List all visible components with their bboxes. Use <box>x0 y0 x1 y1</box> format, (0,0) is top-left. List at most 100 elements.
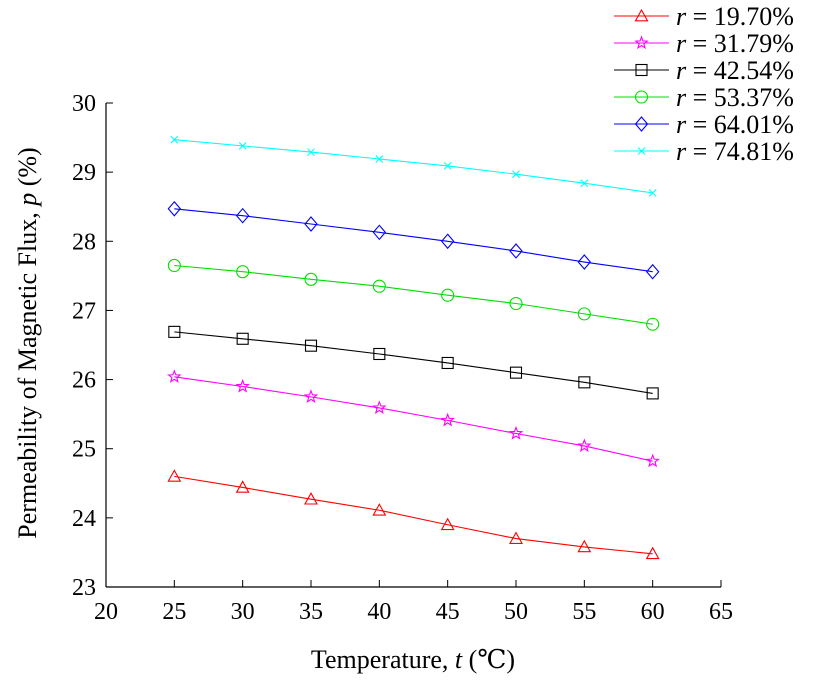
x-axis-ticks: 20 25 30 35 40 45 50 55 60 65 <box>94 580 733 625</box>
y-tick-label: 28 <box>72 229 96 255</box>
data-point <box>304 492 318 505</box>
legend-entry: r = 19.70% <box>614 2 794 31</box>
data-point <box>509 531 523 544</box>
legend-marker <box>634 90 649 104</box>
data-point <box>440 233 455 250</box>
data-point <box>372 503 387 516</box>
y-axis-title: Permeability of Magnetic Flux, p (%) <box>13 147 42 538</box>
data-point <box>440 517 455 531</box>
legend-label: r = 53.37% <box>676 83 794 112</box>
data-point <box>167 200 182 217</box>
legend-label: r = 31.79% <box>676 29 794 58</box>
data-point <box>167 369 182 383</box>
legend-entry: r = 42.54% <box>614 56 794 85</box>
legend-entry: r = 53.37% <box>614 83 794 112</box>
data-point <box>577 307 591 321</box>
series-2 <box>167 369 660 468</box>
data-point <box>578 376 591 389</box>
data-point <box>646 317 660 331</box>
data-point <box>440 412 455 427</box>
data-point <box>648 188 657 197</box>
series-line <box>174 376 653 462</box>
data-point <box>235 378 250 393</box>
y-tick-label: 29 <box>72 160 96 186</box>
legend-marker <box>637 147 646 155</box>
data-point <box>441 288 455 302</box>
series-line <box>174 208 653 273</box>
x-tick-label: 30 <box>231 599 255 625</box>
series-6 <box>170 135 657 197</box>
x-tick-label: 60 <box>641 599 665 625</box>
y-tick-label: 27 <box>72 298 96 324</box>
data-point <box>645 263 660 280</box>
data-point <box>304 339 318 352</box>
axes <box>105 103 721 588</box>
series-5 <box>167 200 660 280</box>
data-point <box>167 469 182 482</box>
series-line <box>174 139 653 194</box>
x-tick-label: 50 <box>504 599 528 625</box>
data-point <box>168 325 181 338</box>
data-point <box>372 224 387 241</box>
x-tick-label: 20 <box>94 599 118 625</box>
data-point <box>509 296 523 311</box>
data-point <box>509 366 523 379</box>
y-axis-ticks: 23 24 25 26 27 28 29 30 <box>72 91 113 601</box>
legend-entry: r = 31.79% <box>614 29 794 58</box>
y-tick-label: 24 <box>72 506 96 532</box>
data-point <box>235 207 250 224</box>
data-point <box>235 480 250 493</box>
series-line <box>174 331 653 394</box>
y-tick-label: 23 <box>72 575 96 601</box>
series-layer <box>167 135 660 560</box>
legend-entry: r = 64.01% <box>614 110 794 139</box>
x-tick-label: 40 <box>367 599 391 625</box>
legend-marker <box>635 63 648 77</box>
y-tick-label: 26 <box>72 368 96 394</box>
legend-marker <box>634 35 649 50</box>
series-4 <box>167 258 660 331</box>
series-1 <box>167 469 660 560</box>
data-point <box>170 135 179 144</box>
series-line <box>174 264 653 325</box>
data-point <box>372 400 387 415</box>
data-point <box>577 254 592 270</box>
data-point <box>441 356 454 370</box>
legend-label: r = 19.70% <box>676 2 794 31</box>
data-point <box>372 279 386 293</box>
data-point <box>508 425 524 440</box>
data-point <box>645 453 660 468</box>
y-tick-label: 30 <box>72 91 96 117</box>
legend: r = 19.70%r = 31.79%r = 42.54%r = 53.37%… <box>614 2 794 166</box>
data-point <box>303 389 319 403</box>
x-tick-label: 35 <box>299 599 323 625</box>
data-point <box>443 162 452 170</box>
data-point <box>238 141 247 150</box>
data-point <box>373 347 386 361</box>
data-point <box>646 387 659 400</box>
series-line <box>174 475 653 555</box>
data-point <box>304 216 318 232</box>
data-point <box>577 539 592 553</box>
legend-label: r = 74.81% <box>676 137 794 166</box>
data-point <box>512 170 520 179</box>
data-point <box>645 546 660 560</box>
x-axis-title: Temperature, t (℃) <box>311 645 515 674</box>
legend-marker <box>634 116 649 132</box>
legend-marker <box>634 8 649 22</box>
data-point <box>236 332 249 345</box>
data-point <box>236 265 250 279</box>
legend-label: r = 42.54% <box>676 56 794 85</box>
y-tick-label: 25 <box>72 437 96 463</box>
x-tick-label: 45 <box>436 599 460 625</box>
x-tick-label: 55 <box>572 599 596 625</box>
series-3 <box>168 325 659 400</box>
data-point <box>580 179 589 188</box>
legend-label: r = 64.01% <box>676 110 794 139</box>
data-point <box>577 438 592 453</box>
x-tick-label: 65 <box>709 599 733 625</box>
data-point <box>304 272 318 286</box>
data-point <box>167 258 181 273</box>
legend-entry: r = 74.81% <box>614 137 794 166</box>
